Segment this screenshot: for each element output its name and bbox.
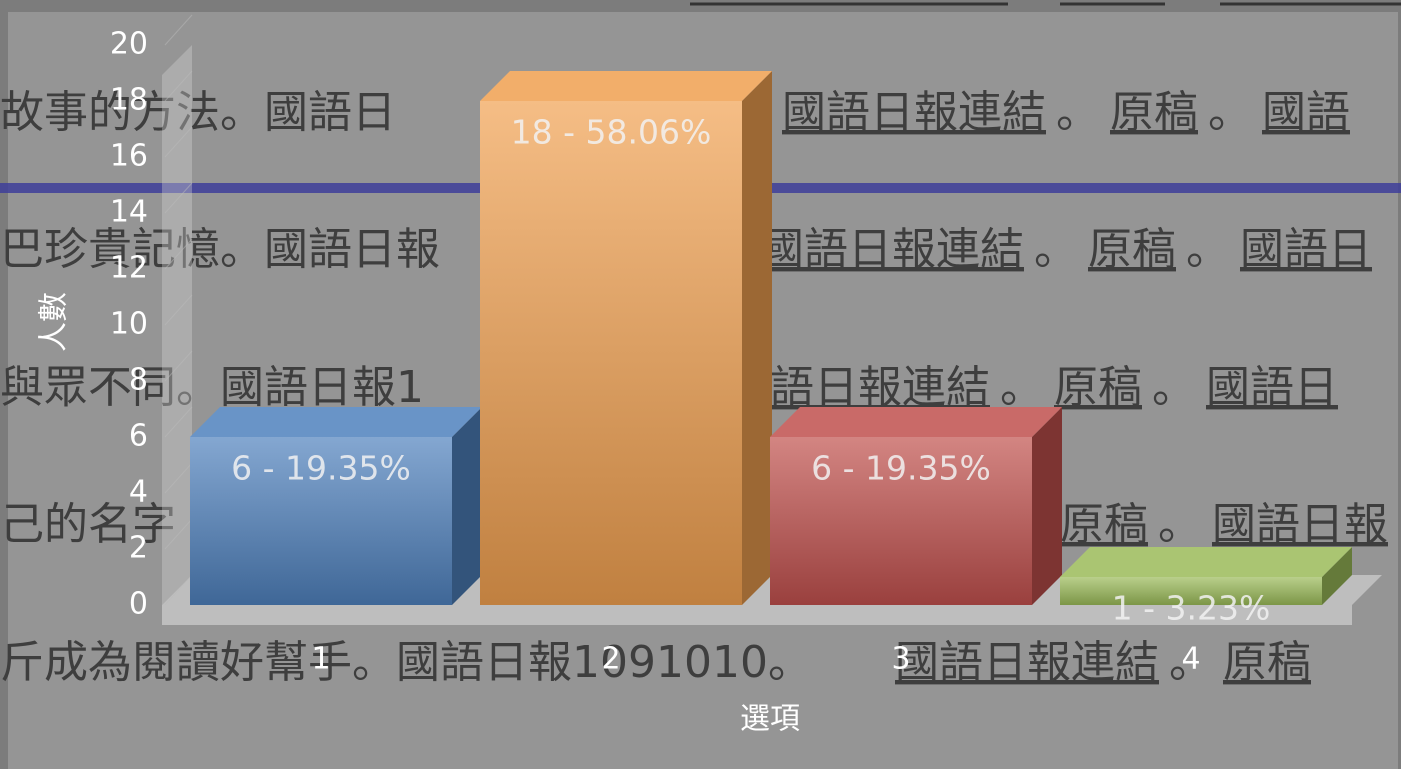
- separator: 。: [1152, 362, 1196, 413]
- grid-line: [164, 574, 193, 606]
- separator: 。: [1169, 637, 1213, 688]
- link[interactable]: 國語日報連結: [760, 224, 1024, 275]
- text-fragment: 故事的方法。國語日: [0, 87, 396, 138]
- x-axis-label: 選項: [740, 702, 800, 737]
- link[interactable]: 原稿: [1054, 362, 1142, 413]
- link[interactable]: 原稿: [1110, 87, 1198, 138]
- separator: 。: [1034, 224, 1078, 275]
- x-tick-label: 4: [1181, 642, 1200, 677]
- link[interactable]: 國語日報連結: [895, 637, 1159, 688]
- y-tick-label: 12: [110, 251, 148, 286]
- y-tick-label: 14: [110, 195, 148, 230]
- value-label: 1 - 3.23%: [1112, 589, 1271, 628]
- y-tick-label: 20: [110, 27, 148, 62]
- wall: [162, 45, 192, 605]
- separator: 。: [1158, 499, 1202, 550]
- link[interactable]: 國語: [1262, 87, 1350, 138]
- bar: [480, 101, 742, 605]
- bar-top: [480, 71, 772, 101]
- bar-side: [1032, 407, 1062, 605]
- separator: 。: [1186, 224, 1230, 275]
- link[interactable]: 國語日報連結: [782, 87, 1046, 138]
- y-tick-label: 18: [110, 83, 148, 118]
- value-label: 18 - 58.06%: [511, 113, 712, 152]
- bar: [1060, 577, 1322, 605]
- grid-line: [164, 518, 193, 550]
- bar-top: [1060, 547, 1352, 577]
- link[interactable]: 原稿: [1060, 499, 1148, 550]
- y-tick-label: 8: [129, 363, 148, 398]
- grid-line: [164, 350, 193, 382]
- y-tick-label: 2: [129, 531, 148, 566]
- text-fragment: 巴珍貴記憶。國語日報: [0, 224, 440, 275]
- grid-line: [164, 462, 193, 494]
- link[interactable]: 原稿: [1223, 637, 1311, 688]
- y-tick-label: 4: [129, 475, 148, 510]
- link[interactable]: 原稿: [1088, 224, 1176, 275]
- y-tick-label: 10: [110, 307, 148, 342]
- x-tick-label: 3: [891, 642, 910, 677]
- grid-line: [164, 14, 193, 46]
- grid-line: [164, 70, 193, 102]
- y-tick-label: 0: [129, 587, 148, 622]
- x-tick-label: 2: [601, 642, 620, 677]
- text-fragment: 斤成為閱讀好幫手。國語日報1091010。: [0, 637, 812, 688]
- value-label: 6 - 19.35%: [811, 449, 991, 488]
- bar-top: [190, 407, 482, 437]
- grid-line: [164, 126, 193, 158]
- bar-side: [1322, 547, 1352, 605]
- grid-line: [164, 238, 193, 270]
- separator: 。: [1056, 87, 1100, 138]
- text-fragment: 與眾不同。國語日報1: [0, 362, 424, 413]
- bar: [190, 437, 452, 605]
- separator: 。: [1000, 362, 1044, 413]
- bar-top: [770, 407, 1062, 437]
- x-tick-label: 1: [311, 642, 330, 677]
- value-label: 6 - 19.35%: [231, 449, 411, 488]
- grid-line: [164, 294, 193, 326]
- y-tick-label: 16: [110, 139, 148, 174]
- grid-line: [164, 406, 193, 438]
- link[interactable]: 語日報連結: [770, 362, 990, 413]
- bar-side: [452, 407, 482, 605]
- plot: 0 2 4 6 8 10 12 14 16 18 20 6 - 19.35% 1 18 - 58.06% 2…: [110, 14, 1382, 677]
- grid-line: [164, 182, 193, 214]
- y-tick-label: 6: [129, 419, 148, 454]
- link[interactable]: 國語日報: [1212, 499, 1388, 550]
- link[interactable]: 國語日: [1206, 362, 1338, 413]
- separator: 。: [1208, 87, 1252, 138]
- bar: [770, 437, 1032, 605]
- y-axis-label: 人數: [37, 292, 72, 352]
- bar-side: [742, 71, 772, 605]
- link[interactable]: 國語日: [1240, 224, 1372, 275]
- text-fragment: 己的名字: [0, 499, 176, 550]
